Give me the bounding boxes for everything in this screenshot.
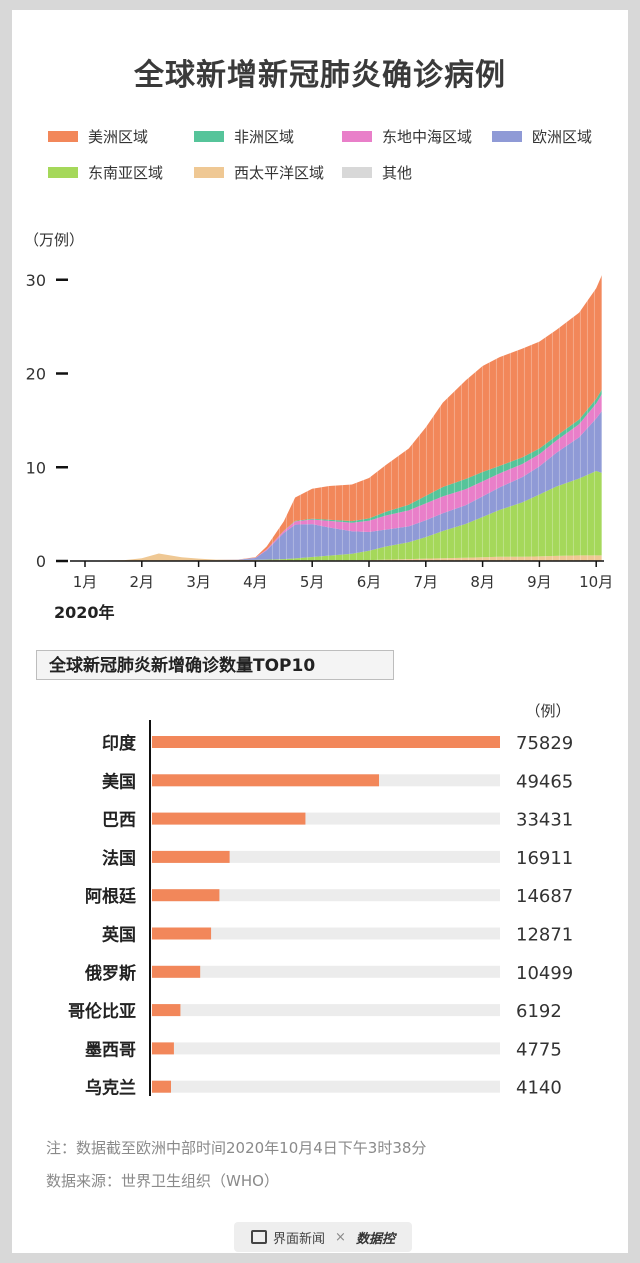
x-tick-label: 4月 — [243, 573, 268, 591]
x-tick-label: 6月 — [357, 573, 382, 591]
bar — [152, 1042, 174, 1055]
bar-category-label: 法国 — [102, 848, 136, 869]
bar — [152, 1004, 181, 1017]
y-tick-label: 20 — [26, 365, 46, 384]
x-tick-label: 3月 — [186, 573, 211, 591]
legend-swatch — [342, 167, 372, 178]
bar-track — [152, 850, 500, 863]
bar-unit-label: （例） — [525, 702, 570, 720]
x-tick-label: 2月 — [130, 573, 155, 591]
legend-swatch — [48, 167, 78, 178]
footer-separator: × — [335, 1229, 346, 1245]
bar — [152, 850, 230, 863]
bar-track — [152, 965, 500, 978]
bar-value-label: 10499 — [516, 963, 573, 984]
area-series-5 — [85, 275, 602, 561]
x-tick-label: 7月 — [414, 573, 439, 591]
bar-track — [152, 1080, 500, 1093]
legend-item-other: 其他 — [342, 162, 412, 183]
bar-track — [152, 889, 500, 902]
bar-category-label: 巴西 — [102, 811, 136, 831]
bar-value-label: 6192 — [516, 1001, 562, 1022]
bar-value-label: 16911 — [516, 848, 573, 869]
bar — [152, 812, 306, 825]
bar — [152, 965, 201, 978]
legend-label: 美洲区域 — [88, 128, 149, 146]
top10-chart-title: 全球新冠肺炎新增确诊数量TOP10 — [36, 650, 394, 680]
legend-swatch — [342, 131, 372, 142]
bar-category-label: 阿根廷 — [85, 886, 137, 907]
y-tick-label: 10 — [26, 458, 46, 477]
infographic-card: 全球新增新冠肺炎确诊病例 美洲区域 非洲区域 东地中海区域 欧洲区域 东南亚区域… — [12, 10, 628, 1253]
legend-label: 西太平洋区域 — [234, 164, 325, 182]
area-series-2 — [85, 411, 602, 561]
bar-category-label: 美国 — [102, 771, 136, 792]
bar-value-label: 49465 — [516, 771, 573, 792]
top10-bar-chart: （例） 印度 75829 美国 49465 巴西 33431 法国 16911 阿根廷 14687 英… — [68, 702, 573, 1099]
legend-item-africa: 非洲区域 — [194, 126, 294, 147]
legend-swatch — [194, 131, 224, 142]
data-cutoff-note: 注：数据截至欧洲中部时间2020年10月4日下午3时38分 — [46, 1139, 427, 1157]
bar-category-label: 英国 — [102, 925, 136, 946]
bar-category-label: 哥伦比亚 — [68, 1001, 136, 1022]
legend-item-europe: 欧洲区域 — [492, 126, 592, 147]
legend-label: 东地中海区域 — [382, 128, 473, 146]
y-axis-unit-label: （万例） — [24, 231, 84, 249]
stacked-area-chart: （万例） 0 10 20 30 1月 2月 3月 4月 5月 6月 7月 8月 9月 10月 2020年 — [24, 231, 613, 622]
legend-item-americas: 美洲区域 — [48, 126, 148, 147]
legend-swatch — [48, 131, 78, 142]
legend-label: 欧洲区域 — [532, 128, 593, 146]
area-series-0 — [85, 553, 602, 561]
legend-swatch — [194, 167, 224, 178]
bar-value-label: 75829 — [516, 733, 573, 754]
bar — [152, 736, 500, 748]
notes: 注：数据截至欧洲中部时间2020年10月4日下午3时38分 数据来源：世界卫生组… — [46, 1132, 426, 1198]
y-tick-label: 0 — [36, 552, 46, 571]
bar — [152, 1080, 171, 1093]
area-series-1 — [85, 471, 602, 561]
bar-value-label: 4140 — [516, 1078, 562, 1099]
y-tick-label: 30 — [26, 271, 46, 290]
bar — [152, 774, 380, 787]
x-tick-label: 8月 — [470, 573, 495, 591]
legend-item-western-pacific: 西太平洋区域 — [194, 162, 324, 183]
bar-category-label: 俄罗斯 — [84, 963, 136, 984]
x-tick-label: 9月 — [527, 573, 552, 591]
legend-label: 其他 — [382, 164, 413, 182]
data-source-note: 数据来源：世界卫生组织（WHO） — [46, 1172, 279, 1190]
bar-track — [152, 927, 500, 940]
x-tick-label: 5月 — [300, 573, 325, 591]
legend-label: 东南亚区域 — [88, 164, 164, 182]
legend-item-eastern-mediterranean: 东地中海区域 — [342, 126, 472, 147]
bar-value-label: 12871 — [516, 925, 573, 946]
footer-partner: 数据控 — [355, 1231, 395, 1247]
area-series-3 — [85, 394, 602, 561]
bar-value-label: 33431 — [516, 810, 573, 831]
footer-brand: 界面新闻 — [273, 1231, 326, 1247]
x-tick-label: 10月 — [579, 573, 613, 591]
bar — [152, 889, 220, 902]
bar-category-label: 墨西哥 — [85, 1040, 136, 1060]
bar-value-label: 14687 — [516, 886, 573, 907]
legend-swatch — [492, 131, 522, 142]
legend-label: 非洲区域 — [234, 128, 295, 146]
bar-value-label: 4775 — [516, 1039, 562, 1060]
bar-track — [152, 1004, 500, 1017]
page-title: 全球新增新冠肺炎确诊病例 — [134, 58, 506, 93]
x-tick-label: 1月 — [73, 573, 98, 591]
bar-category-label: 印度 — [102, 733, 137, 754]
bar — [152, 927, 212, 940]
jiemian-logo-icon — [251, 1230, 268, 1244]
footer-logo: 界面新闻 × 数据控 — [234, 1222, 412, 1252]
legend-item-southeast-asia: 东南亚区域 — [48, 162, 163, 183]
bar-track — [152, 1042, 500, 1055]
bar-category-label: 乌克兰 — [85, 1078, 136, 1099]
x-year-label: 2020年 — [54, 603, 115, 622]
